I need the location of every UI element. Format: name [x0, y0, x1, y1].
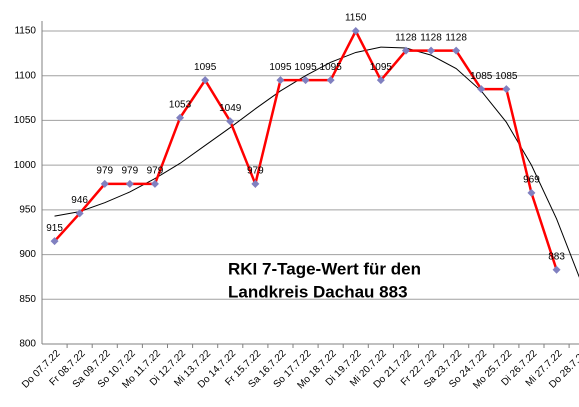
- y-tick-label: 950: [19, 204, 36, 215]
- marker: [226, 117, 235, 126]
- marker: [276, 76, 285, 85]
- data-label: 979: [122, 166, 139, 177]
- marker: [201, 76, 210, 85]
- data-label: 915: [46, 223, 63, 234]
- data-label: 1150: [345, 13, 367, 24]
- y-tick-label: 900: [19, 249, 36, 260]
- data-label: 979: [247, 166, 264, 177]
- marker: [477, 85, 486, 94]
- marker: [251, 179, 260, 188]
- marker: [552, 265, 561, 274]
- data-label: 1128: [445, 32, 467, 43]
- marker: [427, 46, 436, 55]
- marker: [75, 209, 84, 218]
- marker: [125, 179, 134, 188]
- marker: [301, 76, 310, 85]
- y-tick-label: 850: [19, 294, 36, 305]
- marker: [527, 188, 536, 197]
- data-label: 969: [523, 175, 540, 186]
- data-label: 1128: [395, 32, 417, 43]
- data-label: 979: [147, 166, 164, 177]
- marker: [351, 27, 360, 35]
- data-label: 1049: [219, 103, 242, 114]
- data-label: 883: [548, 251, 565, 262]
- data-label: 1085: [470, 71, 493, 82]
- marker: [401, 46, 410, 55]
- data-label: 1095: [294, 62, 317, 73]
- marker: [176, 113, 185, 122]
- marker: [150, 179, 159, 188]
- data-label: 1053: [169, 99, 192, 110]
- data-label: 1095: [194, 62, 217, 73]
- y-tick-label: 1050: [14, 115, 37, 126]
- annotation: RKI 7-Tage-Wert für den: [228, 259, 421, 278]
- data-label: 979: [96, 166, 113, 177]
- annotation: Landkreis Dachau 883: [228, 282, 408, 301]
- data-label: 1095: [269, 62, 292, 73]
- data-label: 946: [71, 195, 88, 206]
- marker: [50, 237, 59, 246]
- marker: [452, 46, 461, 55]
- marker: [376, 76, 385, 85]
- y-tick-label: 1150: [14, 26, 36, 37]
- data-label: 1128: [420, 32, 442, 43]
- marker: [502, 85, 511, 94]
- data-label: 1085: [495, 71, 518, 82]
- trendline: [54, 46, 579, 278]
- marker: [100, 179, 109, 188]
- y-tick-label: 1000: [14, 160, 37, 171]
- data-label: 1095: [370, 62, 393, 73]
- marker: [326, 76, 335, 85]
- y-tick-label: 800: [19, 339, 36, 350]
- y-tick-label: 1100: [14, 70, 36, 81]
- data-label: 1095: [320, 62, 343, 73]
